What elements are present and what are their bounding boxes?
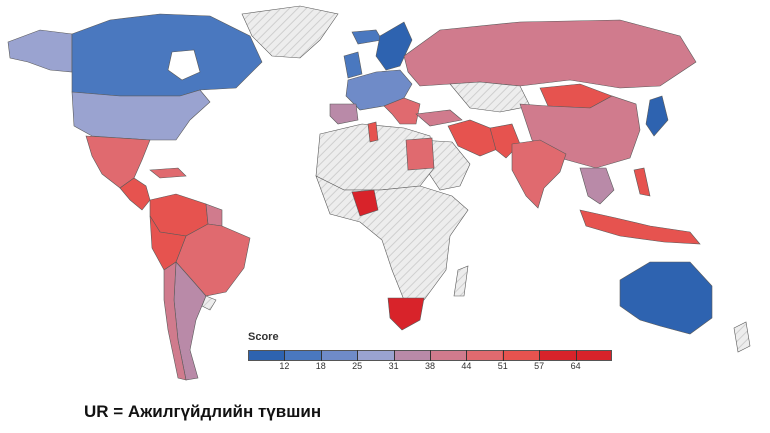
australia: [619, 261, 713, 335]
scandinavia: [375, 21, 413, 71]
uruguay: [201, 295, 217, 311]
legend-swatch: [502, 351, 539, 360]
caption: UR = Ажилгүйдлийн түвшин: [84, 402, 322, 421]
legend-tick-mark: [502, 350, 504, 361]
legend-tick-mark: [357, 350, 359, 361]
guianas: [205, 203, 223, 227]
legend-tick-label: 18: [315, 361, 326, 371]
legend-swatch: [574, 351, 612, 360]
uk: [343, 51, 363, 79]
russia: [403, 19, 697, 89]
canada: [71, 13, 263, 97]
legend-swatch: [321, 351, 358, 360]
legend-tick-label: 31: [388, 361, 399, 371]
iceland: [351, 29, 383, 45]
southeast-asia: [579, 167, 615, 205]
mexico: [85, 135, 151, 189]
legend-swatch: [285, 351, 322, 360]
japan: [645, 95, 669, 137]
legend-tick-label: 25: [352, 361, 363, 371]
tunisia: [367, 121, 379, 143]
legend-tick-mark: [284, 350, 286, 361]
legend-ticks: 12 18 25 31 38 44 51 57 64: [248, 350, 612, 375]
central-africa: [315, 175, 469, 301]
caribbean: [149, 167, 187, 179]
south-africa: [387, 297, 425, 331]
legend-title: Score: [248, 331, 279, 343]
alaska: [7, 29, 73, 73]
legend-tick-mark: [430, 350, 431, 361]
legend-tick-mark: [575, 350, 577, 361]
legend-swatch: [538, 351, 575, 360]
legend-swatch: [466, 351, 503, 360]
legend-tick-label: 64: [570, 361, 581, 371]
legend-tick-mark: [393, 350, 395, 361]
legend-swatch: [393, 351, 431, 360]
kazakhstan: [449, 81, 531, 113]
indonesia: [579, 209, 701, 245]
legend-tick-mark: [320, 350, 322, 361]
usa: [71, 89, 211, 141]
legend-tick-label: 38: [424, 361, 436, 371]
legend-swatch: [249, 351, 286, 360]
southern-europe: [383, 97, 421, 125]
madagascar: [453, 265, 469, 297]
legend-tick-label: 44: [461, 361, 472, 371]
legend-tick-label: 51: [497, 361, 508, 371]
legend-swatch: [357, 351, 394, 360]
legend-tick-mark: [539, 350, 541, 361]
hudson-bay: [167, 49, 201, 81]
philippines: [633, 167, 651, 197]
egypt: [405, 137, 435, 171]
india: [511, 139, 567, 209]
greenland: [241, 5, 339, 59]
nigeria: [351, 189, 379, 217]
iberia: [329, 103, 359, 125]
turkey: [415, 109, 463, 127]
legend-tick-label: 57: [534, 361, 545, 371]
legend-tick-mark: [466, 350, 468, 361]
legend-swatch: [430, 351, 467, 360]
chile: [163, 261, 187, 381]
legend-tick-label: 12: [279, 361, 290, 371]
new-zealand: [733, 321, 751, 353]
world-choropleth-map: [7, 5, 751, 381]
